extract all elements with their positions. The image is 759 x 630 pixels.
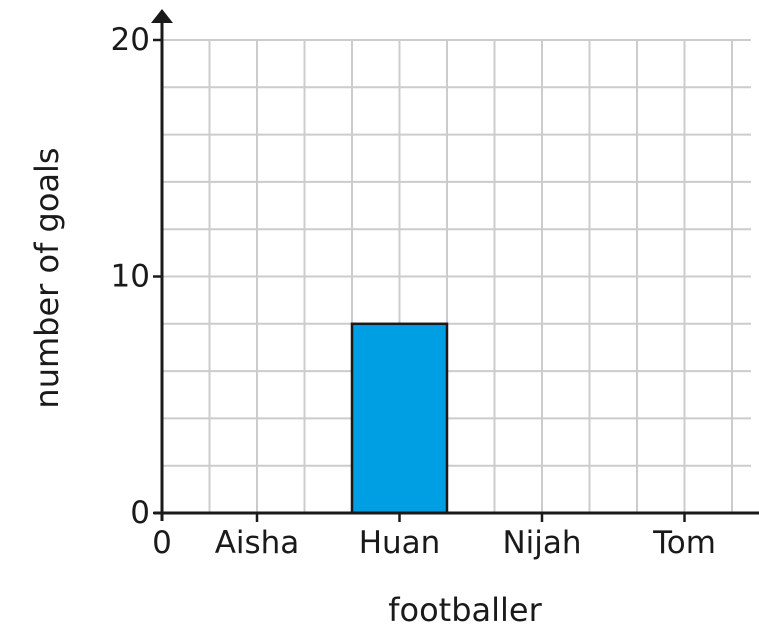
y-tick-label: 10 (111, 259, 150, 295)
y-axis-title: number of goals (28, 147, 66, 408)
x-axis-title: footballer (388, 591, 542, 629)
gridlines (162, 39, 751, 513)
y-tick-label: 0 (130, 495, 150, 531)
x-tick-label: Tom (652, 525, 716, 561)
y-axis-arrow-icon (151, 9, 173, 23)
axes (151, 9, 759, 521)
bars (350, 322, 449, 515)
y-tick-label: 20 (111, 22, 150, 58)
x-tick-label: Huan (359, 525, 441, 561)
x-origin-tick-label: 0 (152, 525, 172, 561)
ticks: 0 10 20 Aisha Huan Nijah Tom (111, 22, 716, 561)
bar-huan (350, 322, 449, 515)
x-tick-label: Aisha (215, 525, 300, 561)
x-tick-label: Nijah (502, 525, 581, 561)
